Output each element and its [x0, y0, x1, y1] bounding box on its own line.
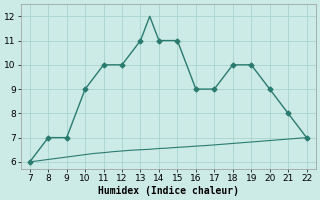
- X-axis label: Humidex (Indice chaleur): Humidex (Indice chaleur): [98, 186, 239, 196]
